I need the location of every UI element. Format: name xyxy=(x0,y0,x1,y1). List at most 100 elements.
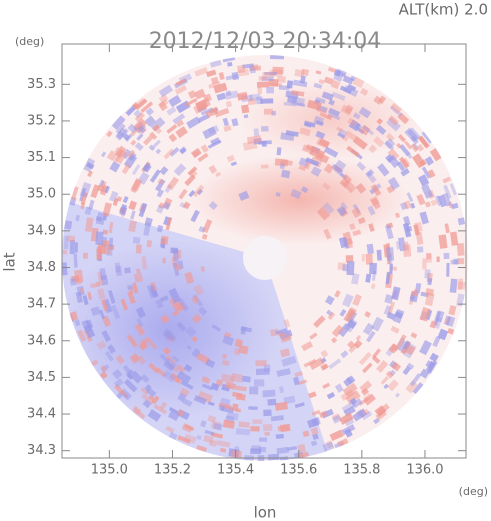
speckle xyxy=(194,67,209,77)
speckle xyxy=(175,126,188,139)
speckle xyxy=(402,215,411,226)
speckle xyxy=(332,414,342,424)
speckle xyxy=(287,446,298,451)
speckle xyxy=(457,258,465,265)
speckle xyxy=(376,118,383,125)
speckle xyxy=(292,376,300,386)
speckle xyxy=(181,398,193,407)
speckle xyxy=(200,266,205,272)
speckle xyxy=(372,136,385,148)
speckle xyxy=(211,324,221,332)
speckle xyxy=(135,244,142,254)
speckle xyxy=(162,330,172,341)
speckle xyxy=(187,166,198,176)
speckle xyxy=(135,306,147,319)
x-tick-label: 135.6 xyxy=(280,463,317,478)
speckle xyxy=(115,145,127,159)
speckle xyxy=(223,331,232,339)
speckle xyxy=(345,376,354,385)
speckle xyxy=(406,192,414,202)
speckle xyxy=(365,273,372,283)
speckle xyxy=(338,128,348,137)
speckle xyxy=(376,403,390,416)
speckle xyxy=(116,196,123,202)
speckle xyxy=(141,393,155,406)
speckle xyxy=(429,147,443,162)
speckle xyxy=(252,419,263,424)
speckle xyxy=(126,373,134,380)
speckle xyxy=(396,334,407,348)
speckle xyxy=(210,137,221,146)
speckle xyxy=(231,450,242,459)
speckle xyxy=(181,423,193,433)
speckle xyxy=(337,132,346,139)
speckle xyxy=(383,383,389,390)
speckle xyxy=(337,438,350,449)
speckle xyxy=(406,362,415,370)
speckle xyxy=(418,174,430,187)
speckle xyxy=(429,320,437,329)
speckle xyxy=(366,330,376,343)
speckle xyxy=(97,246,103,253)
speckle xyxy=(281,169,291,179)
speckle xyxy=(179,146,187,154)
speckle xyxy=(246,135,262,145)
speckle xyxy=(214,107,230,118)
speckle xyxy=(330,79,341,90)
speckle xyxy=(74,269,84,284)
speckle xyxy=(277,425,290,432)
speckle xyxy=(400,201,408,211)
speckle xyxy=(360,87,369,96)
speckle xyxy=(361,254,365,262)
speckle xyxy=(359,380,373,393)
speckle xyxy=(99,267,107,281)
speckle xyxy=(242,63,255,69)
speckle xyxy=(184,98,198,107)
speckle xyxy=(63,235,69,250)
speckle xyxy=(375,124,387,136)
speckle xyxy=(287,95,298,104)
speckle xyxy=(327,311,336,320)
speckle xyxy=(416,193,426,206)
speckle xyxy=(141,256,147,270)
speckle xyxy=(363,393,376,406)
speckle xyxy=(192,184,205,198)
speckle xyxy=(303,120,316,128)
speckle xyxy=(386,247,395,261)
speckle xyxy=(349,397,357,405)
speckle xyxy=(236,64,246,74)
speckle xyxy=(255,360,267,367)
speckle xyxy=(369,262,377,275)
speckle xyxy=(158,202,165,209)
speckle xyxy=(142,399,152,409)
speckle xyxy=(347,340,356,349)
speckle xyxy=(340,104,353,116)
speckle xyxy=(196,188,203,196)
speckle xyxy=(275,328,288,335)
speckle xyxy=(427,169,436,179)
speckle xyxy=(191,335,199,343)
speckle xyxy=(398,237,406,252)
speckle xyxy=(73,253,78,268)
speckle xyxy=(103,245,111,255)
speckle xyxy=(102,229,109,235)
speckle xyxy=(327,67,337,73)
speckle xyxy=(253,128,260,137)
speckle xyxy=(264,108,273,115)
speckle xyxy=(457,217,467,226)
y-tick-label: 34.7 xyxy=(27,297,56,312)
speckle xyxy=(160,235,169,245)
altitude-label: ALT(km) 2.0 xyxy=(399,1,488,19)
speckle xyxy=(343,405,356,417)
speckle xyxy=(413,224,420,236)
speckle xyxy=(249,93,261,102)
speckle xyxy=(191,295,201,305)
speckle xyxy=(158,94,169,104)
speckle xyxy=(119,204,128,214)
speckle xyxy=(202,219,213,234)
speckle xyxy=(208,200,218,211)
speckle xyxy=(85,319,94,329)
speckle xyxy=(342,173,352,184)
speckle xyxy=(173,249,179,262)
speckle xyxy=(331,163,343,174)
